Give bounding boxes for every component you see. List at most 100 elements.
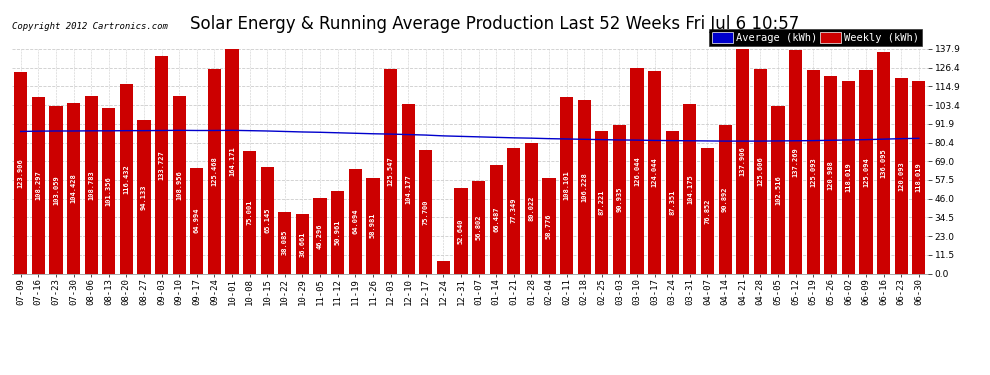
Bar [67,104,80,274]
Bar [419,150,433,274]
Text: 108.101: 108.101 [563,171,569,200]
Bar [172,96,186,274]
Text: 80.022: 80.022 [529,196,535,221]
Text: 64.994: 64.994 [194,208,200,234]
Bar [32,97,45,274]
Text: 108.783: 108.783 [88,170,94,200]
Bar [824,76,838,274]
Text: 87.351: 87.351 [669,190,675,215]
Text: 56.802: 56.802 [475,214,481,240]
Text: 58.981: 58.981 [370,213,376,238]
Text: 137.906: 137.906 [740,146,745,176]
Bar [314,198,327,274]
Text: 118.019: 118.019 [916,163,922,192]
Text: 87.221: 87.221 [599,190,605,215]
Bar [490,165,503,274]
Text: 124.044: 124.044 [651,158,657,188]
Text: 125.606: 125.606 [757,156,763,186]
Bar [771,106,784,274]
Bar [631,68,644,274]
Text: 50.961: 50.961 [335,219,341,245]
Text: 75.700: 75.700 [423,199,429,225]
Bar [278,211,291,274]
Bar [296,214,309,274]
Bar [155,56,168,274]
Bar [789,50,802,274]
Text: 46.296: 46.296 [317,223,323,249]
Bar [719,126,732,274]
Bar [648,71,661,274]
Bar [243,152,256,274]
Bar [472,181,485,274]
Bar [331,190,345,274]
Text: 164.171: 164.171 [229,146,235,176]
Bar [525,143,538,274]
Text: 103.059: 103.059 [52,175,59,204]
Bar [613,125,626,274]
Text: 77.349: 77.349 [511,198,517,223]
Bar [366,177,379,274]
Bar [560,98,573,274]
Bar [138,120,150,274]
Text: 125.094: 125.094 [863,157,869,187]
Text: Solar Energy & Running Average Production Last 52 Weeks Fri Jul 6 10:57: Solar Energy & Running Average Productio… [190,15,800,33]
Text: 75.001: 75.001 [247,200,252,225]
Bar [507,147,521,274]
Text: 137.269: 137.269 [793,147,799,177]
Bar [737,49,749,274]
Bar [84,96,98,274]
Legend: Average (kWh), Weekly (kWh): Average (kWh), Weekly (kWh) [709,29,923,46]
Text: 65.145: 65.145 [264,208,270,233]
Bar [120,84,133,274]
Text: 120.988: 120.988 [828,160,834,190]
Text: 36.661: 36.661 [299,231,306,256]
Text: 125.468: 125.468 [212,156,218,186]
Text: 66.487: 66.487 [493,207,499,232]
Text: 52.640: 52.640 [458,218,464,243]
Bar [595,132,609,274]
Bar [190,168,203,274]
Bar [683,104,697,274]
Bar [208,69,221,274]
Text: 90.892: 90.892 [722,187,728,212]
Text: 104.177: 104.177 [405,174,411,204]
Bar [577,100,591,274]
Text: 118.019: 118.019 [845,163,851,192]
Bar [384,69,397,274]
Bar [543,178,555,274]
Bar [895,78,908,274]
Bar [859,70,872,274]
Text: 101.356: 101.356 [106,176,112,206]
Text: 94.133: 94.133 [141,184,147,210]
Text: Copyright 2012 Cartronics.com: Copyright 2012 Cartronics.com [12,22,167,31]
Bar [437,261,449,274]
Text: 125.547: 125.547 [387,156,393,186]
Bar [50,106,62,274]
Bar [842,81,855,274]
Bar [912,81,926,274]
Text: 133.727: 133.727 [158,150,164,180]
Text: 38.085: 38.085 [282,230,288,255]
Text: 126.044: 126.044 [634,156,641,186]
Text: 136.095: 136.095 [880,148,887,178]
Text: 120.093: 120.093 [898,161,904,190]
Bar [701,148,714,274]
Text: 58.776: 58.776 [546,213,552,238]
Bar [348,169,362,274]
Bar [665,131,679,274]
Bar [807,70,820,274]
Text: 108.297: 108.297 [36,171,42,200]
Bar [102,108,116,274]
Text: 64.094: 64.094 [352,209,358,234]
Text: 104.175: 104.175 [687,174,693,204]
Text: 123.906: 123.906 [18,158,24,188]
Bar [14,72,28,274]
Text: 116.432: 116.432 [124,164,130,194]
Text: 102.516: 102.516 [775,175,781,205]
Text: 76.852: 76.852 [705,198,711,224]
Bar [226,49,239,274]
Bar [402,104,415,274]
Bar [454,188,467,274]
Bar [877,52,890,274]
Bar [753,69,767,274]
